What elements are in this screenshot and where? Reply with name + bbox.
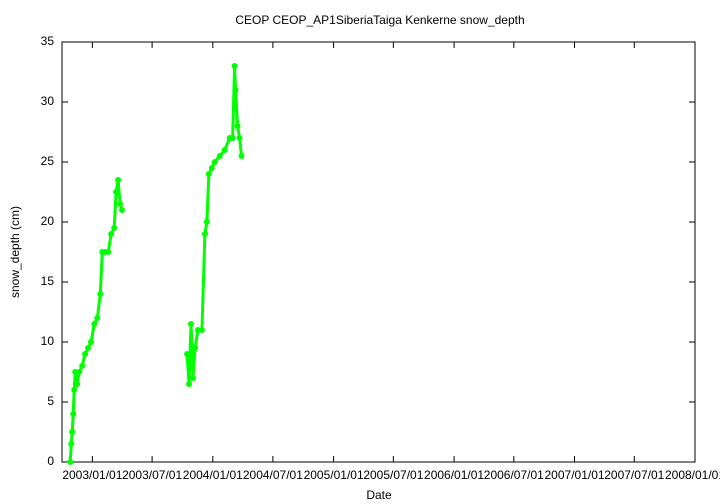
data-point (113, 189, 120, 195)
y-tick-label: 25 (41, 154, 55, 168)
data-point (115, 177, 122, 183)
y-tick-label: 35 (41, 34, 55, 48)
y-tick-label: 15 (41, 274, 55, 288)
data-point (91, 321, 98, 327)
data-point (201, 231, 208, 237)
data-point (208, 165, 215, 171)
y-axis-label: snow_depth (cm) (8, 206, 22, 298)
x-tick-label: 2003/01/01 (62, 468, 122, 482)
data-point (232, 87, 239, 93)
data-point (229, 135, 236, 141)
x-tick-label: 2006/07/01 (484, 468, 544, 482)
data-point (203, 219, 210, 225)
data-point (79, 363, 86, 369)
data-point (205, 171, 212, 177)
data-point (88, 339, 95, 345)
x-tick-label: 2007/07/01 (604, 468, 664, 482)
x-tick-label: 2005/07/01 (363, 468, 423, 482)
data-point (111, 225, 118, 231)
data-point (76, 369, 83, 375)
y-tick-label: 20 (41, 214, 55, 228)
x-tick-label: 2007/01/01 (545, 468, 605, 482)
data-point (231, 63, 238, 69)
data-point (198, 327, 205, 333)
data-point (188, 321, 195, 327)
data-point (184, 351, 191, 357)
x-tick-label: 2008/01/01 (665, 468, 720, 482)
y-tick-label: 10 (41, 334, 55, 348)
series-line (68, 65, 244, 463)
data-point (97, 291, 104, 297)
data-point (82, 351, 89, 357)
data-point (190, 375, 197, 381)
data-point (108, 231, 115, 237)
data-point (105, 249, 112, 255)
x-tick-label: 2004/01/01 (183, 468, 243, 482)
data-point (74, 381, 81, 387)
x-tick-label: 2003/07/01 (122, 468, 182, 482)
data-point (67, 459, 74, 465)
data-point (117, 201, 124, 207)
x-tick-label: 2004/07/01 (243, 468, 303, 482)
data-point (211, 159, 218, 165)
plot-frame (61, 41, 696, 463)
data-point (221, 147, 228, 153)
x-tick-label: 2006/01/01 (424, 468, 484, 482)
data-point (85, 345, 92, 351)
chart-title: CEOP CEOP_AP1SiberiaTaiga Kenkerne snow_… (235, 13, 524, 27)
x-axis-label: Date (366, 488, 392, 502)
y-tick-label: 30 (41, 94, 55, 108)
data-point (94, 315, 101, 321)
data-point (71, 387, 78, 393)
data-point (70, 411, 77, 417)
y-tick-label: 5 (47, 394, 54, 408)
data-point (238, 153, 245, 159)
data-point (234, 123, 241, 129)
y-tick-label: 0 (47, 454, 54, 468)
data-point (186, 381, 193, 387)
data-point (119, 207, 126, 213)
data-point (216, 153, 223, 159)
x-tick-label: 2005/01/01 (304, 468, 364, 482)
data-point (69, 429, 76, 435)
data-point (236, 135, 243, 141)
data-point (192, 345, 199, 351)
data-point (68, 441, 75, 447)
